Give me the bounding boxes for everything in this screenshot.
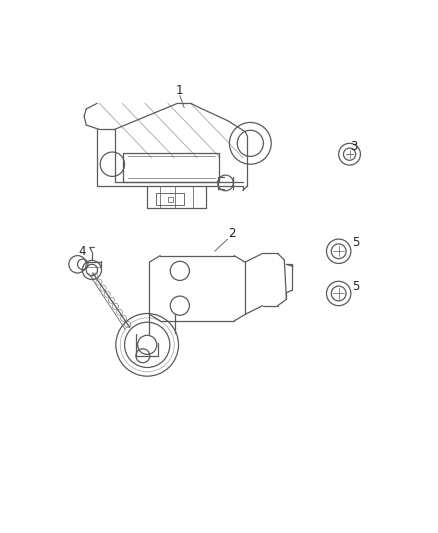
Text: 2: 2 <box>228 228 236 240</box>
Text: 5: 5 <box>353 236 360 249</box>
Bar <box>168 197 173 202</box>
Text: 5: 5 <box>353 280 360 293</box>
Text: 1: 1 <box>176 84 184 96</box>
Text: 3: 3 <box>350 140 357 154</box>
Text: 4: 4 <box>78 245 86 258</box>
Bar <box>156 192 184 205</box>
